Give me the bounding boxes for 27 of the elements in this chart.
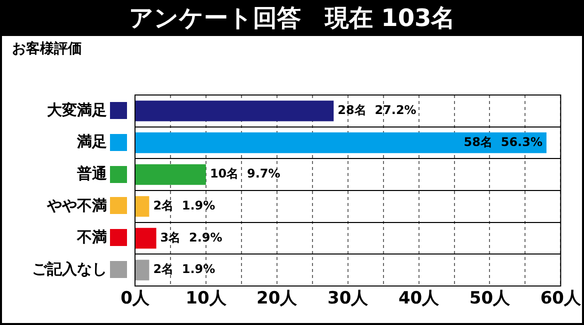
data-label: 2名 1.9% [153, 262, 216, 276]
data-label: 2名 1.9% [153, 198, 216, 213]
bar [136, 196, 150, 217]
bar [136, 132, 546, 154]
bar [136, 164, 206, 185]
x-tick-label: 30人 [328, 288, 370, 309]
chart-title: アンケート回答 現在 103名 [128, 3, 456, 34]
y-tick-label: 不満 [76, 228, 107, 246]
bar [136, 228, 156, 249]
y-tick-label: 普通 [76, 164, 108, 182]
x-tick-label: 0人 [120, 288, 150, 309]
x-tick-label: 40人 [398, 288, 440, 309]
y-tick-label: 大変満足 [47, 100, 107, 119]
data-label: 28名 27.2% [338, 103, 416, 118]
data-label: 58名 56.3% [464, 134, 542, 149]
chart-subtitle: お客様評価 [12, 40, 82, 58]
x-tick-label: 60人 [540, 288, 582, 309]
y-tick-label: 満足 [76, 132, 107, 151]
data-label: 10名 9.7% [210, 166, 280, 181]
x-tick-label: 10人 [186, 288, 228, 309]
y-tick-label: やや不満 [46, 196, 107, 214]
x-tick-label: 20人 [256, 288, 298, 309]
bar [136, 100, 334, 122]
x-tick-label: 50人 [469, 288, 512, 309]
data-label: 3名 2.9% [160, 230, 222, 244]
bar [136, 260, 150, 280]
y-tick-label: ご記入なし [32, 260, 107, 278]
